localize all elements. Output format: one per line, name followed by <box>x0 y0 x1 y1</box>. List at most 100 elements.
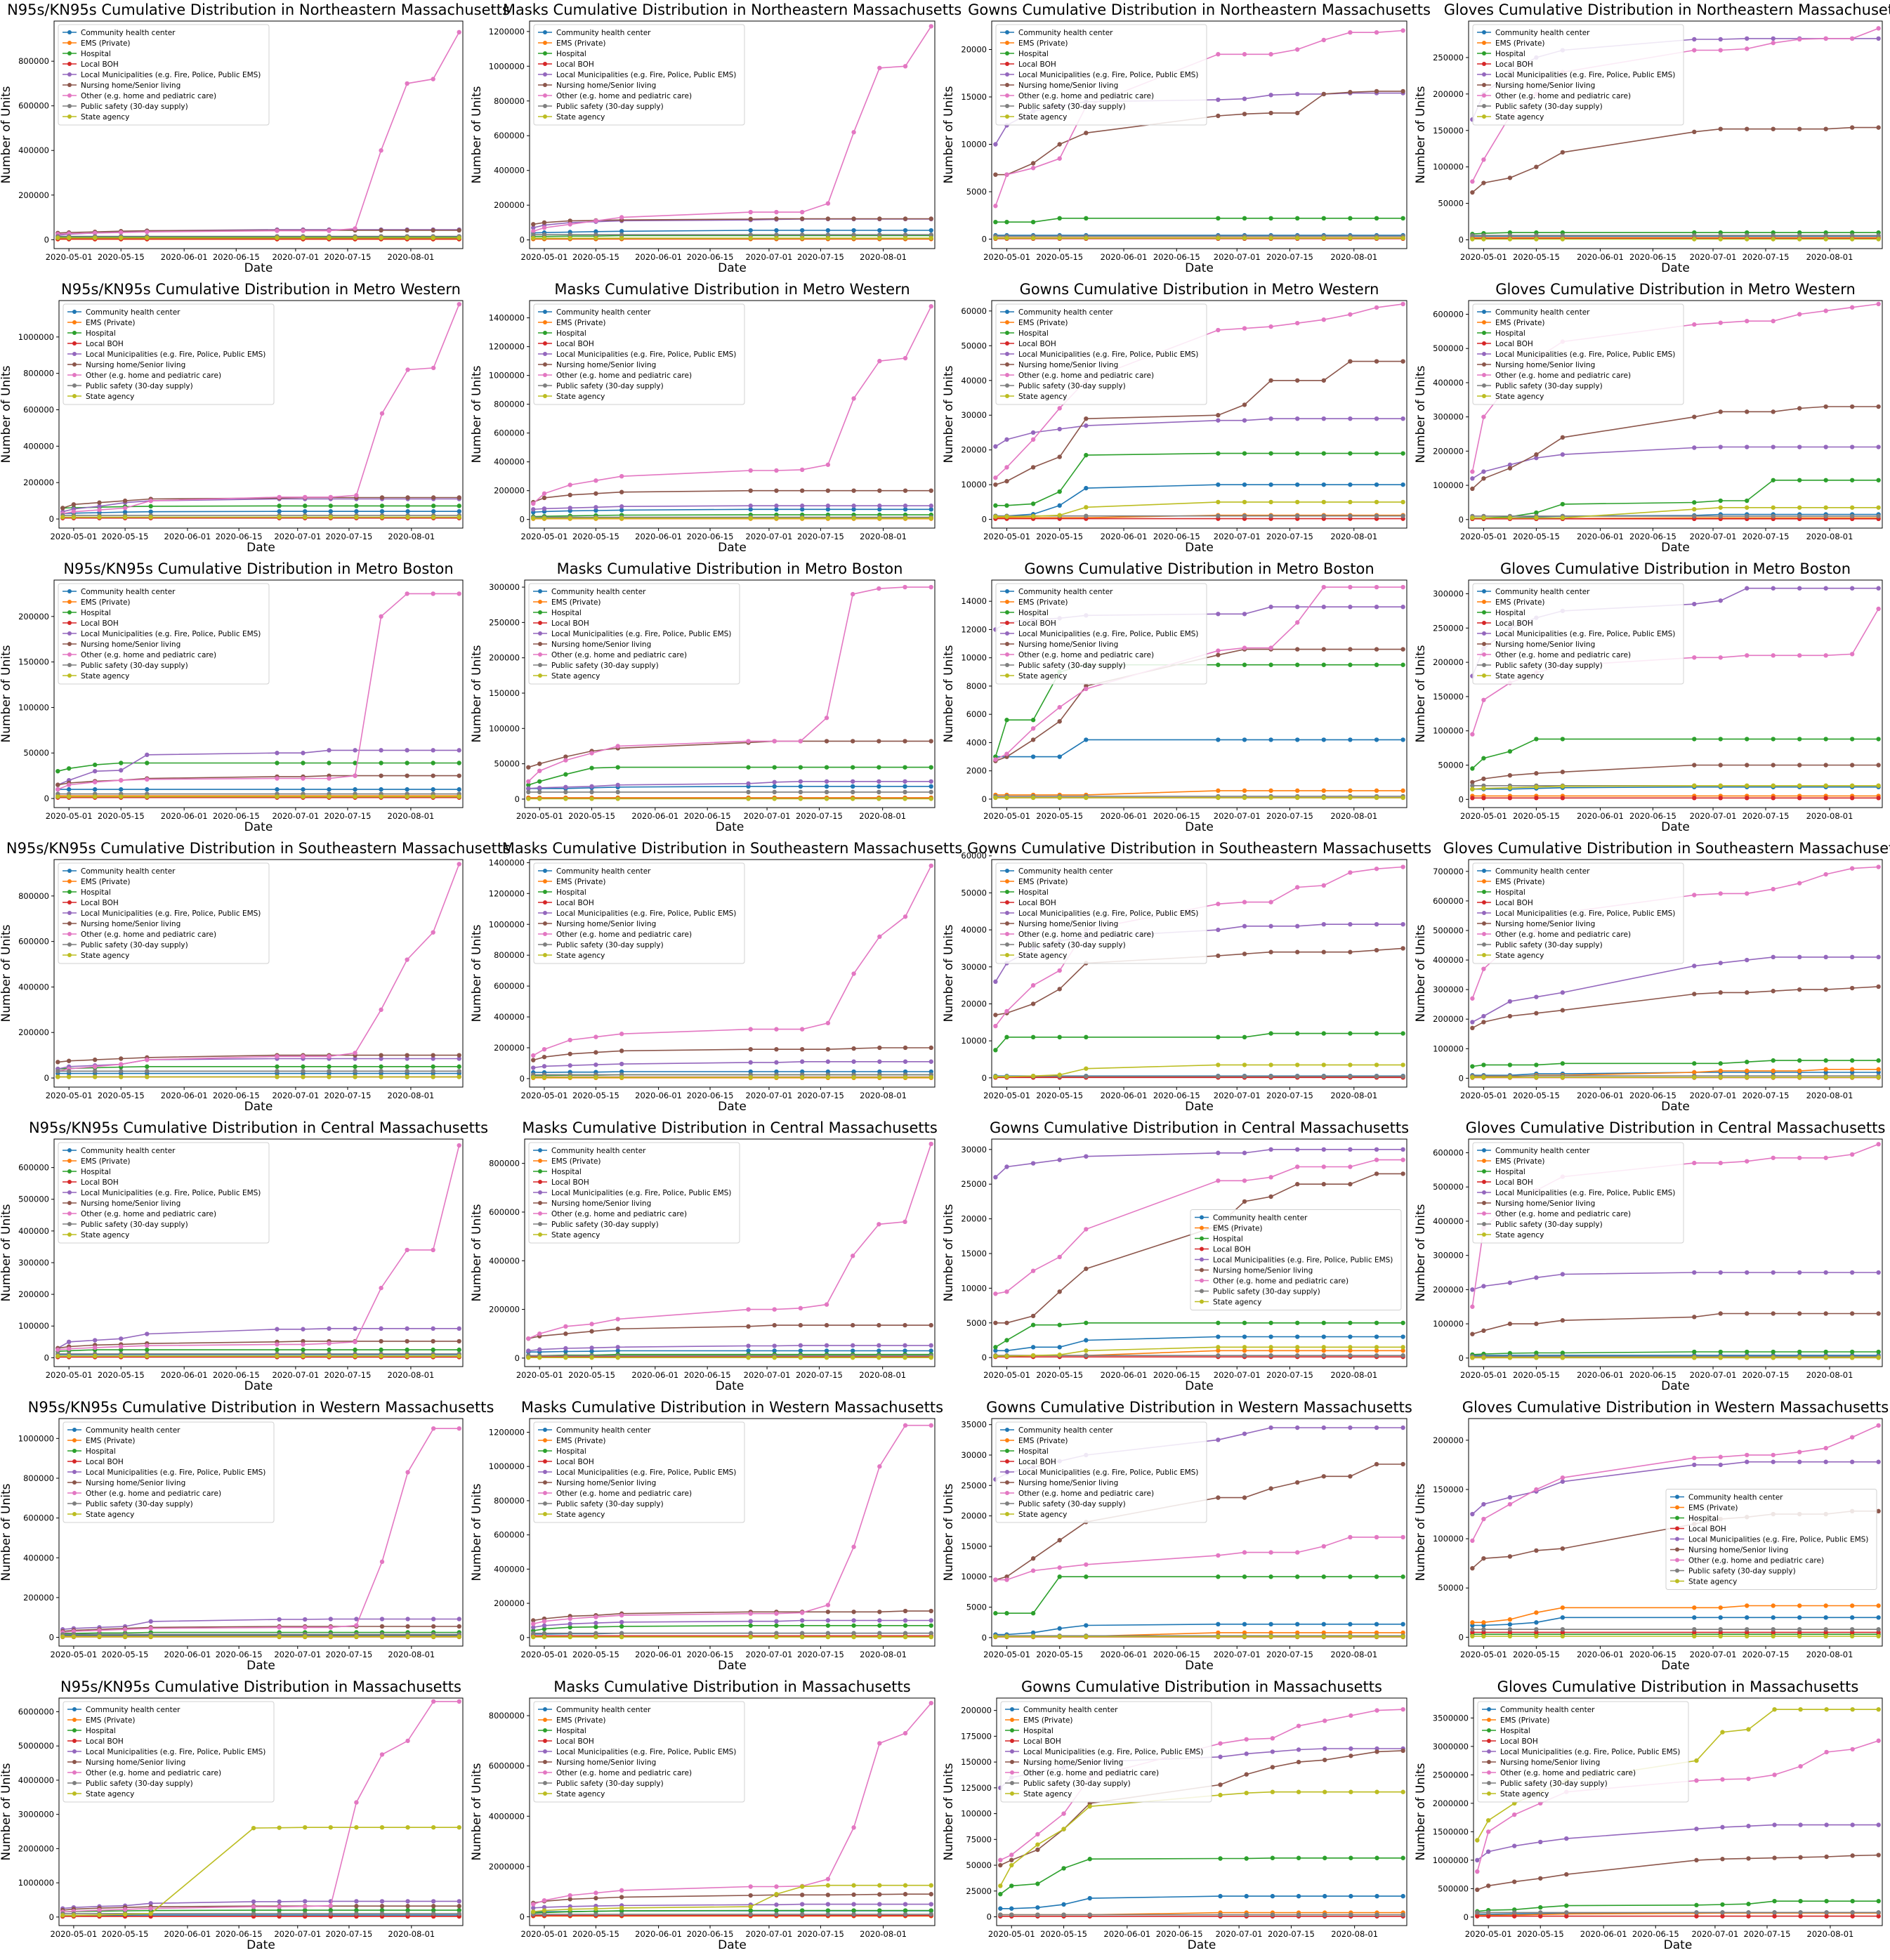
legend-marker <box>1482 1169 1486 1173</box>
data-point <box>379 1907 385 1913</box>
x-tick-label: 2020-05-15 <box>98 252 145 262</box>
data-point <box>1004 1164 1009 1169</box>
data-point <box>1294 620 1300 625</box>
data-point <box>1849 404 1855 409</box>
data-point <box>1268 662 1273 667</box>
x-tick-label: 2020-06-15 <box>684 811 731 821</box>
data-point <box>1084 1266 1089 1271</box>
data-point <box>145 761 150 765</box>
legend-marker <box>1482 341 1486 346</box>
data-point <box>1294 1320 1300 1325</box>
data-point <box>774 1619 779 1624</box>
x-tick-label: 2020-05-01 <box>1460 811 1507 821</box>
data-point <box>431 1617 436 1622</box>
x-tick-label: 2020-07-15 <box>797 1091 844 1100</box>
data-point <box>799 1074 805 1080</box>
data-point <box>851 779 855 784</box>
data-point <box>1481 157 1486 162</box>
y-tick-label: 30000 <box>961 962 987 972</box>
y-tick-label: 500000 <box>18 1195 49 1204</box>
data-point <box>93 762 98 768</box>
data-point <box>1348 737 1353 742</box>
data-point <box>1084 513 1089 518</box>
data-point <box>1745 237 1750 242</box>
x-tick-label: 2020-07-15 <box>1266 532 1313 541</box>
data-point <box>1374 788 1379 794</box>
data-point <box>928 24 933 29</box>
data-point <box>1216 788 1221 794</box>
data-point <box>877 765 881 770</box>
data-point <box>593 1634 598 1640</box>
x-axis-label: Date <box>1661 1100 1690 1114</box>
legend-entry: State agency <box>1213 1298 1261 1306</box>
data-point <box>1692 1605 1697 1610</box>
data-point <box>877 796 881 801</box>
data-point <box>1823 783 1828 788</box>
y-tick-label: 15000 <box>961 1541 987 1551</box>
data-point <box>1294 1353 1300 1358</box>
data-point <box>1718 763 1723 768</box>
x-axis-label: Date <box>1185 541 1214 555</box>
y-tick-label: 300000 <box>18 1258 49 1268</box>
data-point <box>431 365 436 371</box>
data-point <box>877 232 882 237</box>
data-point <box>97 1628 102 1633</box>
data-point <box>563 1324 568 1329</box>
y-tick-label: 1000000 <box>18 1433 54 1443</box>
data-point <box>148 1626 153 1631</box>
x-tick-label: 2020-06-01 <box>1101 1650 1148 1659</box>
legend-entry: Nursing home/Senior living <box>86 361 185 369</box>
data-point <box>301 787 306 792</box>
data-point <box>1294 47 1300 52</box>
data-point <box>825 1876 831 1881</box>
data-point <box>1270 1893 1275 1899</box>
y-axis-label: Number of Units <box>0 1763 13 1860</box>
x-tick-label: 2020-06-15 <box>687 1929 734 1939</box>
data-point <box>567 232 572 237</box>
legend-marker <box>543 1791 547 1796</box>
data-point <box>1560 1626 1566 1632</box>
data-point <box>542 515 547 521</box>
data-point <box>746 1355 751 1360</box>
x-axis-label: Date <box>718 541 747 555</box>
data-point <box>542 1897 547 1903</box>
data-point <box>327 228 332 233</box>
data-point <box>1348 1063 1353 1067</box>
legend-entry: Public safety (30-day supply) <box>81 662 188 670</box>
data-point <box>877 739 881 744</box>
x-tick-label: 2020-07-01 <box>1690 252 1737 262</box>
x-tick-label: 2020-07-15 <box>324 252 372 262</box>
data-point <box>774 507 779 512</box>
data-point <box>1216 1074 1221 1079</box>
data-point <box>531 507 536 512</box>
data-point <box>93 235 98 240</box>
data-point <box>1470 1304 1475 1309</box>
data-point <box>1216 418 1221 423</box>
data-point <box>119 768 124 773</box>
data-point <box>55 787 60 792</box>
data-point <box>60 1634 65 1639</box>
legend-marker <box>1005 631 1009 636</box>
data-point <box>1507 1495 1513 1500</box>
x-tick-label: 2020-05-15 <box>572 1091 619 1100</box>
y-tick-label: 50000 <box>1438 199 1464 209</box>
data-point <box>1534 1321 1539 1327</box>
data-point <box>1030 430 1036 435</box>
data-point <box>379 1339 383 1344</box>
data-point <box>542 506 547 511</box>
legend-marker <box>543 1739 547 1743</box>
chart-panel-20: Gloves Cumulative Distribution in Centra… <box>1414 1119 1885 1393</box>
data-point <box>1470 476 1475 481</box>
data-point <box>993 514 998 519</box>
data-point <box>122 1627 128 1632</box>
data-point <box>567 1074 572 1080</box>
data-point <box>405 235 409 240</box>
data-point <box>1374 1622 1379 1627</box>
legend-marker <box>72 1449 77 1453</box>
data-point <box>825 216 831 221</box>
data-point <box>748 507 753 512</box>
x-tick-label: 2020-07-01 <box>1214 1650 1261 1659</box>
legend-entry: Other (e.g. home and pediatric care) <box>556 930 692 939</box>
data-point <box>405 1347 409 1353</box>
data-point <box>1321 482 1326 487</box>
